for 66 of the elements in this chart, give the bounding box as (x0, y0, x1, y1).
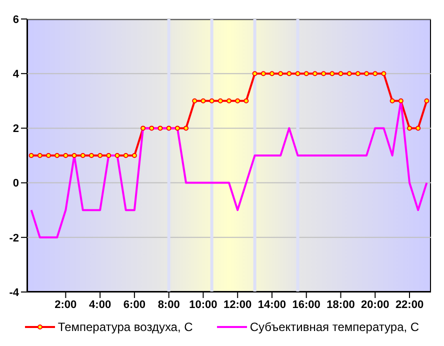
x-tick-label: 12:00 (224, 298, 252, 311)
point (330, 71, 335, 76)
y-tick-label: -4 (9, 286, 20, 299)
point (372, 71, 378, 76)
point (28, 153, 34, 158)
point (295, 71, 300, 76)
point (37, 153, 42, 158)
point (158, 126, 163, 131)
point (278, 71, 284, 76)
x-tick-label: 22:00 (395, 298, 424, 311)
x-tick-label: 2:00 (54, 298, 77, 311)
point (321, 71, 326, 76)
x-tick-label: 10:00 (189, 298, 218, 311)
point (286, 71, 292, 76)
point (132, 153, 137, 158)
point (174, 126, 180, 131)
point (407, 126, 412, 131)
y-tick-label: 6 (12, 14, 19, 26)
point (54, 153, 60, 158)
point (192, 98, 198, 104)
point (226, 98, 232, 104)
point (184, 126, 189, 131)
point (346, 71, 352, 76)
point (416, 126, 421, 131)
point (80, 153, 86, 158)
y-tick-label: 0 (12, 178, 19, 190)
point (149, 126, 154, 131)
y-tick-label: 2 (12, 123, 19, 136)
point (209, 98, 214, 104)
legend-label: Субъективная температура, С (250, 320, 420, 334)
y-tick-label: -2 (9, 232, 19, 244)
point (88, 153, 94, 158)
point (63, 153, 68, 158)
point (304, 71, 309, 76)
legend-label: Температура воздуха, С (58, 320, 193, 334)
x-tick-label: 16:00 (292, 298, 320, 311)
y-tick-label: 4 (12, 68, 20, 81)
x-tick-label: 20:00 (361, 298, 390, 311)
x-tick-label: 18:00 (326, 298, 355, 311)
point (381, 71, 386, 76)
point (218, 98, 223, 104)
x-tick-label: 8:00 (158, 298, 180, 311)
point (98, 153, 103, 158)
point (260, 71, 266, 76)
point (46, 153, 51, 158)
point (364, 71, 370, 76)
point (269, 71, 274, 76)
point (200, 98, 206, 104)
x-tick-label: 14:00 (258, 298, 286, 311)
point (244, 98, 249, 104)
point (106, 153, 112, 158)
point (312, 71, 318, 76)
point (123, 153, 128, 158)
x-tick-label: 6:00 (123, 298, 146, 311)
point (235, 98, 240, 104)
point (252, 71, 258, 76)
point (114, 153, 120, 158)
point (398, 98, 404, 104)
point (390, 98, 395, 104)
point (72, 153, 77, 158)
point (166, 126, 172, 131)
point (355, 71, 360, 76)
point (424, 98, 430, 104)
point (140, 126, 146, 131)
point (338, 71, 344, 76)
x-tick-label: 4:00 (89, 298, 112, 311)
